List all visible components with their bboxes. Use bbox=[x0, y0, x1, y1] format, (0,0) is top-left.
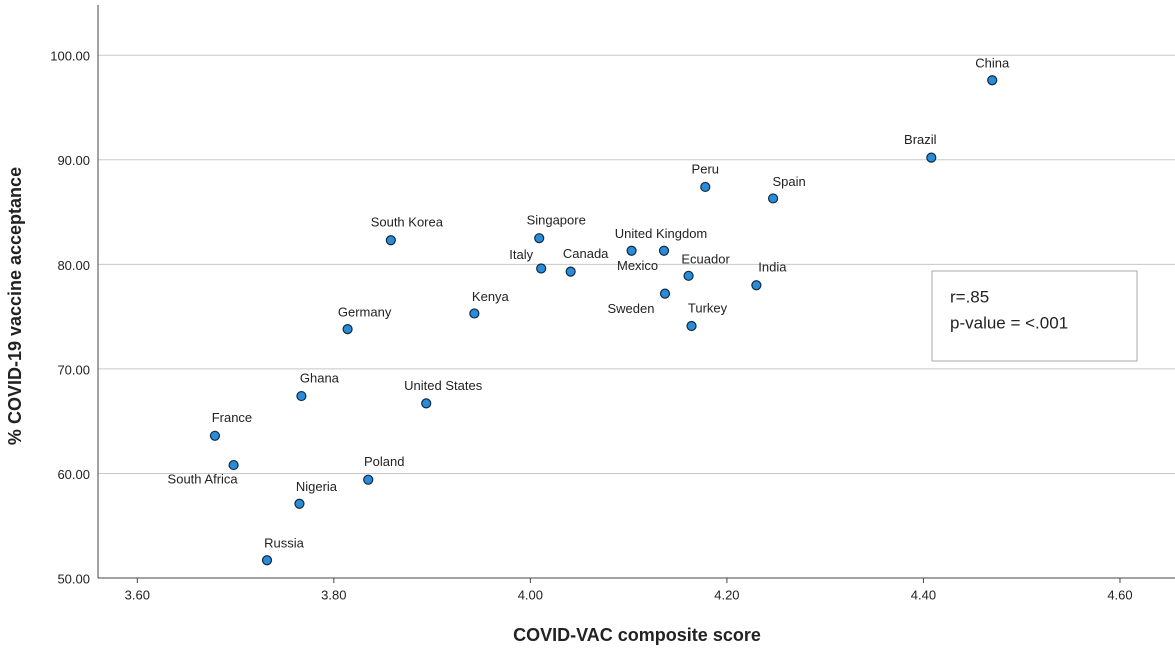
point-label: Mexico bbox=[617, 258, 658, 273]
point bbox=[296, 390, 307, 402]
point-label: Canada bbox=[563, 246, 609, 261]
y-tick-label: 80.00 bbox=[57, 258, 90, 273]
point bbox=[261, 555, 273, 566]
point-label: United Kingdom bbox=[615, 226, 708, 241]
point bbox=[209, 430, 221, 441]
point-label: Spain bbox=[772, 174, 805, 189]
point-label: Ghana bbox=[300, 370, 340, 385]
point bbox=[363, 474, 374, 485]
point-label: Ecuador bbox=[681, 251, 730, 266]
annotation: r=.85 bbox=[950, 287, 989, 306]
point bbox=[294, 498, 305, 509]
point-label: Peru bbox=[692, 161, 719, 176]
point bbox=[342, 324, 353, 335]
x-tick-label: 4.20 bbox=[714, 587, 739, 602]
point bbox=[536, 263, 547, 274]
point bbox=[659, 288, 671, 299]
point bbox=[228, 459, 239, 471]
x-tick-label: 4.40 bbox=[911, 587, 936, 602]
y-tick-label: 70.00 bbox=[57, 362, 90, 377]
x-tick-label: 3.80 bbox=[321, 587, 346, 602]
point bbox=[700, 181, 711, 193]
point bbox=[926, 152, 937, 163]
point-label: Russia bbox=[264, 536, 305, 551]
point bbox=[469, 308, 480, 319]
annotation-box bbox=[931, 270, 1138, 362]
point bbox=[385, 235, 396, 246]
annotation: p-value = <.001 bbox=[950, 313, 1068, 332]
point-label: South Africa bbox=[168, 472, 239, 487]
point-label: Sweden bbox=[608, 301, 655, 316]
x-axis-title: COVID-VAC composite score bbox=[513, 625, 761, 645]
point-label: Nigeria bbox=[296, 479, 338, 494]
point-label: Germany bbox=[338, 305, 392, 320]
point-label: Turkey bbox=[688, 300, 728, 315]
point-label: India bbox=[758, 260, 787, 275]
x-tick-label: 3.60 bbox=[125, 587, 150, 602]
point bbox=[767, 193, 779, 204]
point bbox=[565, 266, 576, 277]
point-label: China bbox=[975, 56, 1010, 71]
y-tick-label: 100.00 bbox=[50, 49, 90, 64]
point-label: Singapore bbox=[527, 213, 586, 228]
point-label: Brazil bbox=[904, 132, 937, 147]
point bbox=[626, 245, 637, 256]
y-axis-title: % COVID-19 vaccine acceptance bbox=[5, 167, 25, 445]
y-tick-label: 90.00 bbox=[57, 153, 90, 168]
x-tick-label: 4.00 bbox=[518, 587, 543, 602]
point-label: Poland bbox=[364, 454, 404, 469]
point-label: South Korea bbox=[371, 215, 444, 230]
point bbox=[683, 270, 694, 281]
point bbox=[686, 320, 697, 332]
point-label: France bbox=[212, 410, 252, 425]
point bbox=[658, 245, 670, 256]
point-label: United States bbox=[404, 378, 483, 393]
point bbox=[534, 233, 545, 244]
point bbox=[987, 75, 998, 86]
point-label: Italy bbox=[509, 247, 533, 262]
x-tick-label: 4.60 bbox=[1107, 587, 1132, 602]
y-tick-label: 50.00 bbox=[57, 571, 90, 586]
point-label: Kenya bbox=[472, 289, 510, 304]
y-tick-label: 60.00 bbox=[57, 467, 90, 482]
point bbox=[421, 398, 432, 409]
point bbox=[751, 280, 762, 291]
